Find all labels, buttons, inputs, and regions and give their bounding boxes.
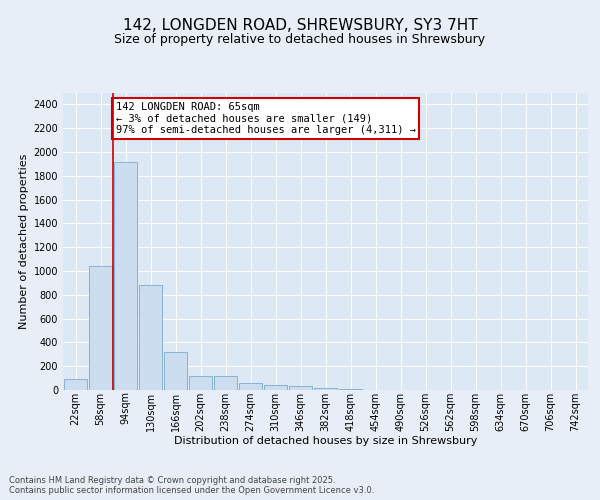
Text: 142 LONGDEN ROAD: 65sqm
← 3% of detached houses are smaller (149)
97% of semi-de: 142 LONGDEN ROAD: 65sqm ← 3% of detached…	[115, 102, 415, 135]
Bar	[339, 389, 362, 390]
Bar	[189, 376, 212, 390]
Bar	[139, 286, 162, 390]
Text: Size of property relative to detached houses in Shrewsbury: Size of property relative to detached ho…	[115, 32, 485, 46]
Y-axis label: Number of detached properties: Number of detached properties	[19, 154, 29, 329]
Bar	[239, 384, 262, 390]
Bar	[64, 380, 87, 390]
Text: 142, LONGDEN ROAD, SHREWSBURY, SY3 7HT: 142, LONGDEN ROAD, SHREWSBURY, SY3 7HT	[122, 18, 478, 32]
Bar	[214, 376, 237, 390]
Bar	[89, 266, 112, 390]
Bar	[289, 386, 312, 390]
X-axis label: Distribution of detached houses by size in Shrewsbury: Distribution of detached houses by size …	[174, 436, 477, 446]
Text: Contains HM Land Registry data © Crown copyright and database right 2025.
Contai: Contains HM Land Registry data © Crown c…	[9, 476, 374, 495]
Bar	[164, 352, 187, 390]
Bar	[114, 162, 137, 390]
Bar	[314, 388, 337, 390]
Bar	[264, 384, 287, 390]
